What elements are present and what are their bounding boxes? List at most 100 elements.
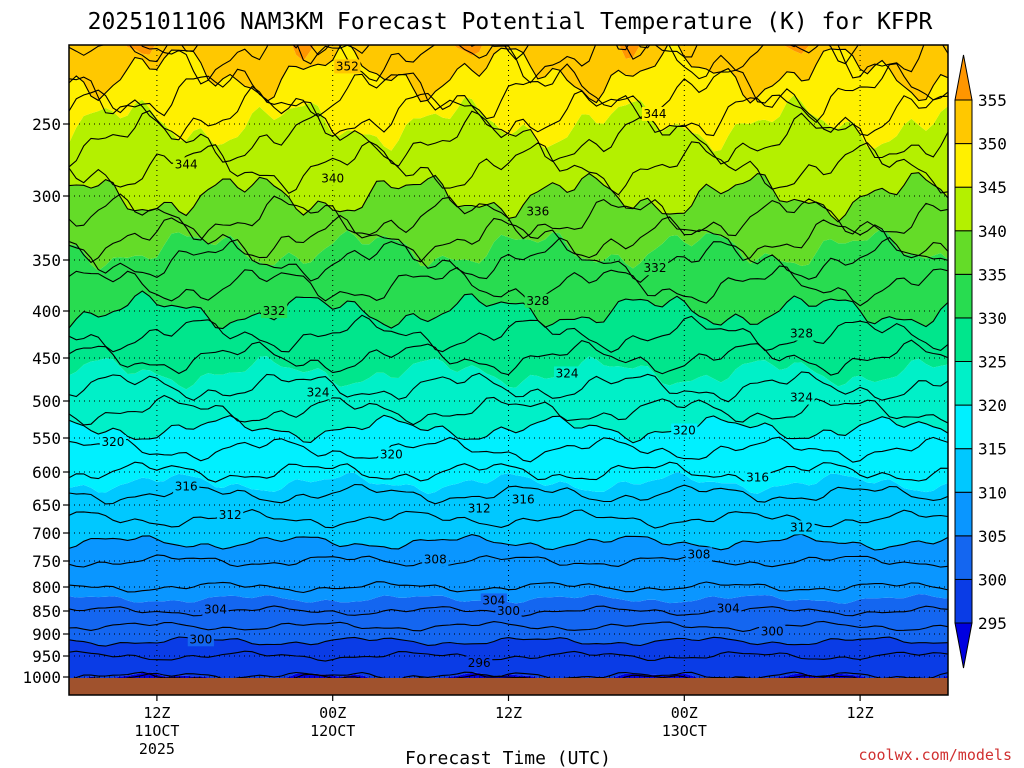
contour-label: 324 xyxy=(307,385,330,399)
contour-line-314 xyxy=(69,483,948,505)
contour-label-bg xyxy=(510,492,537,507)
contour-label-bg xyxy=(671,423,698,438)
theta-band-305 xyxy=(69,534,948,604)
colorbar-segment-340 xyxy=(954,186,973,232)
theta-band-below xyxy=(84,672,948,678)
colorbar-segment-330 xyxy=(954,273,973,319)
contour-line-332 xyxy=(69,265,948,307)
contour-label: 312 xyxy=(468,501,491,515)
contour-label-bg xyxy=(744,470,771,485)
contour-line-300 xyxy=(69,636,948,647)
contour-label-bg xyxy=(173,157,200,172)
y-tick-label: 350 xyxy=(32,251,61,270)
x-axis-label: Forecast Time (UTC) xyxy=(405,748,611,768)
contour-label: 316 xyxy=(175,480,198,494)
contour-label-bg xyxy=(715,601,742,616)
contour-line-318 xyxy=(69,436,948,463)
y-tick-label: 500 xyxy=(32,392,61,411)
contour-line-324 xyxy=(69,371,948,403)
contour-label-bg xyxy=(217,508,244,523)
contour-label: 320 xyxy=(101,435,124,449)
contour-label-bg xyxy=(173,479,200,494)
y-tick-label: 850 xyxy=(32,602,61,621)
y-tick-label: 900 xyxy=(32,625,61,644)
contour-label: 332 xyxy=(644,261,667,275)
contour-label-bg xyxy=(480,593,507,608)
x-tick-label: 2025 xyxy=(139,740,175,758)
contour-label-bg xyxy=(466,656,493,671)
contour-label: 328 xyxy=(526,294,549,308)
colorbar-label: 355 xyxy=(978,91,1007,110)
contour-line-306 xyxy=(69,581,948,594)
contour-label-bg xyxy=(334,59,361,74)
contour-line-336 xyxy=(69,214,948,264)
x-tick-label: 12Z xyxy=(847,704,874,722)
contour-label-bg xyxy=(304,385,332,400)
y-tick-label: 300 xyxy=(32,187,61,206)
contour-label: 352 xyxy=(336,59,359,73)
contour-label: 304 xyxy=(482,593,505,607)
x-tick-label: 13OCT xyxy=(662,722,707,740)
contour-label: 300 xyxy=(497,604,520,618)
colorbar: 295 300 305 310 315 320 325 330 335 340 345 350 355 xyxy=(954,54,1007,669)
y-tick-label: 700 xyxy=(32,524,61,543)
colorbar-segment-325 xyxy=(954,317,973,362)
contour-label-bg xyxy=(641,106,669,121)
contour-label-bg xyxy=(685,547,713,562)
colorbar-segment-335 xyxy=(954,230,973,275)
contour-label-bg xyxy=(759,624,786,639)
contour-line-322 xyxy=(69,394,948,426)
contour-line-354 xyxy=(129,45,859,65)
contour-label: 312 xyxy=(790,520,813,534)
contour-line-302 xyxy=(69,620,948,632)
contour-line-330 xyxy=(69,290,948,330)
y-tick-label: 750 xyxy=(32,552,61,571)
contour-label: 320 xyxy=(673,424,696,438)
y-tick-label: 950 xyxy=(32,647,61,666)
colorbar-label: 330 xyxy=(978,309,1007,328)
colorbar-label: 340 xyxy=(978,222,1007,241)
x-tick-label: 00Z xyxy=(671,704,698,722)
y-tick-label: 400 xyxy=(32,302,61,321)
colorbar-segment-350 xyxy=(954,99,973,145)
theta-band-330 xyxy=(69,228,948,329)
colorbar-label: 310 xyxy=(978,483,1007,502)
contour-label-bg xyxy=(319,171,346,186)
colorbar-segment-305 xyxy=(954,491,973,537)
contour-label: 308 xyxy=(687,547,710,561)
contour-label: 316 xyxy=(512,493,535,507)
contour-label-bg xyxy=(788,390,815,405)
colorbar-label: 320 xyxy=(978,396,1007,415)
chart-title: 2025101106 NAM3KM Forecast Potential Tem… xyxy=(88,9,933,35)
contour-label: 312 xyxy=(219,508,242,522)
contour-label-bg xyxy=(788,520,815,535)
contour-line-294 xyxy=(89,671,910,678)
contour-label: 300 xyxy=(189,632,212,646)
y-axis-ticks: 250 300 350 400 450 500 550 600 650 700 750 800 850 9… xyxy=(22,115,69,687)
contour-label: 332 xyxy=(263,304,286,318)
y-tick-label: 650 xyxy=(32,496,61,515)
grid-lines xyxy=(69,45,948,678)
contour-label: 340 xyxy=(321,172,344,186)
contour-labels: 352 344 344 340 336 332 332 328 328 324 324 324 320 3… xyxy=(99,59,815,671)
y-tick-label: 1000 xyxy=(22,668,61,687)
contour-label: 300 xyxy=(761,625,784,639)
contour-line-344 xyxy=(69,110,948,168)
contour-label: 344 xyxy=(175,157,198,171)
contour-line-342 xyxy=(69,140,948,196)
colorbar-label: 295 xyxy=(978,614,1007,633)
contour-label: 304 xyxy=(717,602,740,616)
x-tick-label: 11OCT xyxy=(134,722,179,740)
contour-label-bg xyxy=(524,293,551,308)
contour-line-298 xyxy=(69,650,948,662)
colorbar-label: 325 xyxy=(978,353,1007,372)
y-tick-label: 250 xyxy=(32,115,61,134)
contour-label-bg xyxy=(99,435,127,450)
colorbar-segment-300 xyxy=(954,535,973,580)
contour-line-320 xyxy=(69,414,948,444)
contour-line-346 xyxy=(69,85,948,141)
y-tick-label: 800 xyxy=(32,578,61,597)
contour-label-bg xyxy=(261,304,288,318)
colorbar-segment-295 xyxy=(954,578,973,624)
